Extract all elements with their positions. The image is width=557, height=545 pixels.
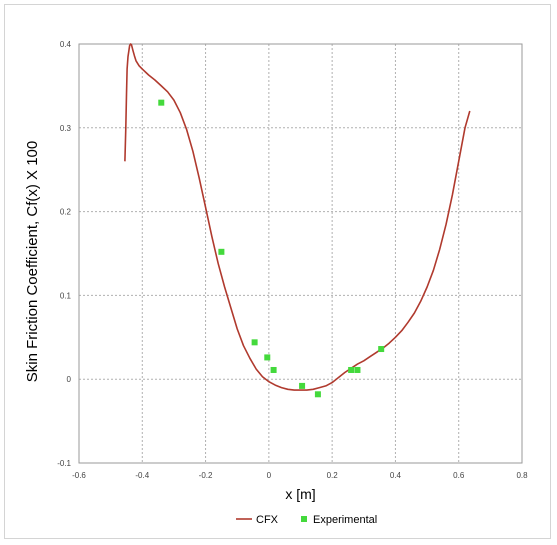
legend-cfx-label: CFX [256, 514, 279, 526]
legend-experimental-swatch [301, 516, 307, 522]
experimental-point [218, 248, 225, 255]
x-tick-label: 0.4 [390, 471, 402, 480]
x-tick-label: -0.6 [72, 471, 86, 480]
plot-area [78, 43, 523, 464]
experimental-point [378, 346, 385, 353]
x-axis-title: x [m] [285, 486, 315, 502]
legend: CFX Experimental [236, 514, 377, 526]
y-tick-label: 0 [67, 375, 72, 384]
x-tick-label: 0.8 [516, 471, 528, 480]
experimental-point [270, 366, 277, 373]
experimental-series [158, 99, 385, 398]
y-tick-label: 0.4 [60, 40, 72, 49]
legend-experimental-label: Experimental [313, 514, 377, 526]
experimental-point [251, 339, 258, 346]
chart-frame [4, 4, 551, 539]
experimental-point [264, 354, 271, 361]
experimental-point [348, 366, 355, 373]
x-tick-label: -0.4 [135, 471, 149, 480]
x-tick-label: 0.6 [453, 471, 465, 480]
x-tick-label: 0 [267, 471, 272, 480]
experimental-point [354, 366, 361, 373]
y-tick-label: -0.1 [57, 459, 71, 468]
y-tick-label: 0.1 [60, 291, 72, 300]
grid [79, 44, 522, 463]
x-tick-label: -0.2 [199, 471, 213, 480]
cfx-series-line [124, 43, 471, 391]
x-axis-ticks: -0.6 -0.4 -0.2 0 0.2 0.4 0.6 0.8 [72, 471, 528, 480]
experimental-point [314, 391, 321, 398]
y-axis-ticks: 0.4 0.3 0.2 0.1 0 -0.1 [57, 40, 71, 468]
y-axis-title: Skin Friction Coefficient, Cf(x) X 100 [24, 141, 41, 382]
experimental-point [299, 382, 306, 389]
y-tick-label: 0.3 [60, 124, 72, 133]
y-tick-label: 0.2 [60, 208, 72, 217]
x-tick-label: 0.2 [327, 471, 339, 480]
experimental-point [158, 99, 165, 106]
